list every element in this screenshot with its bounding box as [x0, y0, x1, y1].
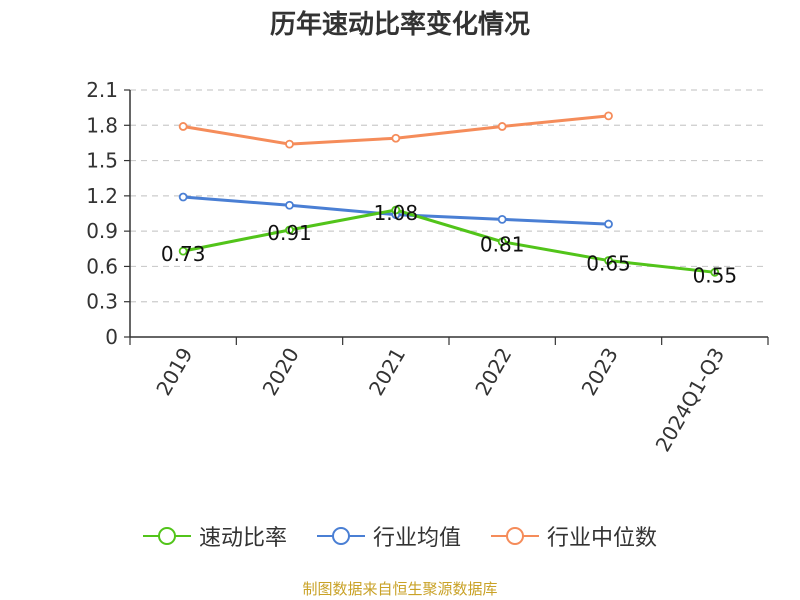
data-label: 1.08	[374, 201, 419, 225]
legend-label-quick-ratio: 速动比率	[198, 526, 287, 551]
data-point	[178, 192, 188, 202]
data-label: 0.55	[693, 263, 738, 287]
x-tick-label: 2023	[577, 344, 623, 400]
data-point	[497, 237, 507, 247]
source-note: 制图数据来自恒生聚源数据库	[302, 580, 498, 598]
chart-title: 历年速动比率变化情况	[269, 10, 530, 40]
legend-item-quick-ratio[interactable]: 速动比率	[142, 520, 287, 552]
data-point	[285, 200, 294, 210]
y-tick-label: 0	[105, 325, 118, 349]
legend-label-industry-median: 行业中位数	[547, 526, 658, 551]
data-point	[391, 133, 401, 143]
x-tick-label: 2021	[364, 344, 410, 400]
series-line	[182, 208, 715, 274]
data-point	[391, 205, 401, 215]
data-point	[604, 111, 613, 121]
data-point	[497, 214, 507, 224]
y-tick-label: 1.5	[86, 149, 118, 173]
y-tick-label: 1.8	[86, 113, 118, 137]
legend-marker-quick-ratio	[142, 527, 191, 545]
x-tick-label: 2020	[258, 344, 304, 400]
legend-item-industry-median[interactable]: 行业中位数	[491, 520, 657, 552]
x-tick-label: 2019	[151, 344, 197, 400]
data-point	[285, 225, 294, 235]
legend: 速动比率 行业均值 行业中位数	[0, 520, 800, 552]
data-point	[285, 139, 294, 149]
data-point	[497, 122, 507, 131]
y-tick-label: 0.9	[86, 219, 118, 243]
data-label: 0.91	[267, 221, 312, 245]
data-label: 0.73	[161, 242, 206, 266]
y-tick-label: 0.3	[86, 290, 118, 314]
legend-label-industry-mean: 行业均值	[372, 526, 461, 551]
data-point	[604, 219, 613, 229]
y-tick-label: 0.6	[86, 254, 118, 278]
legend-item-industry-mean[interactable]: 行业均值	[316, 520, 461, 552]
data-point	[710, 267, 720, 277]
legend-marker-industry-median	[491, 527, 539, 545]
data-label: 0.81	[480, 233, 525, 257]
y-tick-label: 1.2	[86, 184, 118, 208]
data-point	[178, 122, 188, 131]
legend-marker-industry-mean	[316, 527, 365, 545]
data-label: 0.65	[586, 252, 631, 276]
data-point	[604, 256, 613, 265]
data-point	[178, 246, 188, 256]
y-tick-label: 2.1	[86, 78, 118, 102]
x-tick-label: 2024Q1-Q3	[650, 344, 729, 456]
x-tick-label: 2022	[470, 344, 516, 400]
